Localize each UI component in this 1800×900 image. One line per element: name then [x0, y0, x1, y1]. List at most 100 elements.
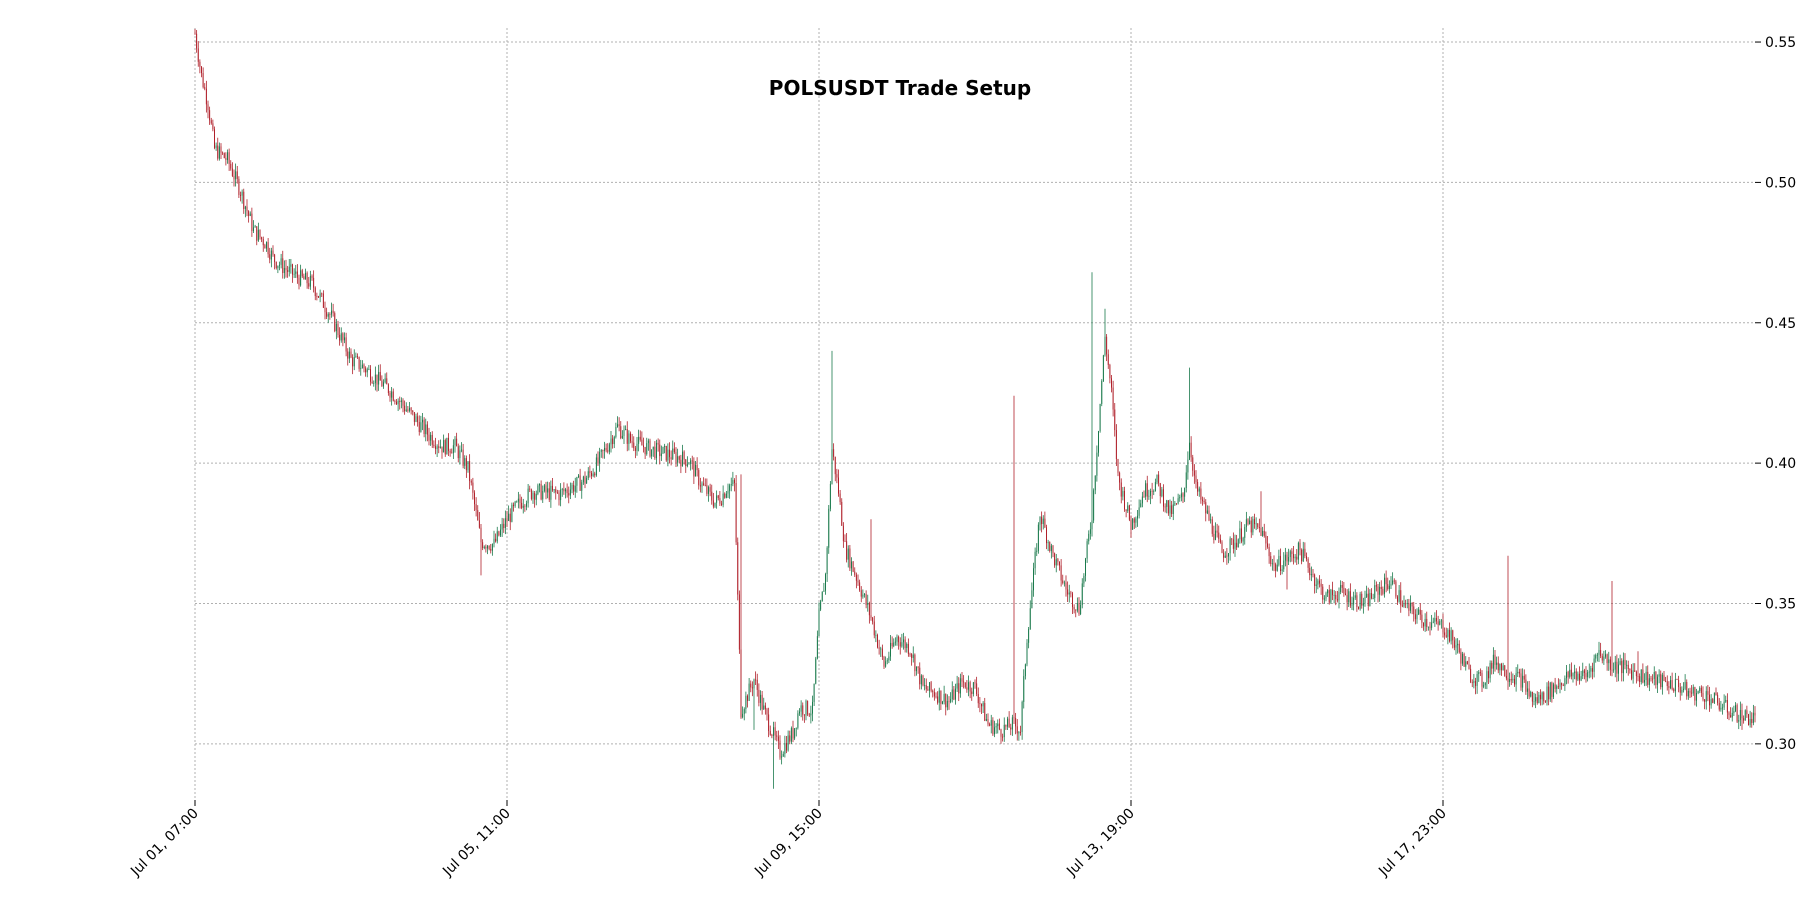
candle-body: [1696, 693, 1697, 701]
candle-body: [1686, 682, 1688, 697]
candle-body: [857, 580, 859, 583]
candle-body: [1574, 671, 1576, 674]
candle-body: [1127, 505, 1129, 511]
candle-body: [207, 104, 209, 111]
candle-body: [384, 378, 386, 383]
candle-body: [1582, 670, 1584, 677]
candle-body: [1674, 679, 1676, 692]
candle-body: [1580, 676, 1582, 681]
candle-body: [1588, 671, 1590, 673]
candle-body: [1081, 583, 1083, 606]
candle-body: [508, 513, 510, 522]
candle-body: [787, 735, 789, 751]
candle-body: [1619, 661, 1621, 665]
candle-body: [526, 503, 527, 507]
candle-body: [1720, 707, 1722, 710]
candle-body: [1470, 668, 1472, 683]
candle-body: [612, 438, 614, 445]
candle-body: [1107, 354, 1109, 365]
candle-body: [818, 609, 820, 637]
candle-body: [1726, 700, 1728, 713]
candle-body: [1671, 680, 1673, 690]
candle-body: [318, 296, 319, 298]
candle-body: [488, 545, 490, 549]
candle-body: [1115, 430, 1117, 460]
candle-body: [560, 489, 562, 501]
candle-body: [815, 658, 817, 684]
candle-body: [1275, 564, 1277, 571]
candle-body: [1556, 686, 1558, 689]
candle-body: [405, 409, 407, 412]
candle-body: [1752, 712, 1754, 723]
candle-body: [1080, 605, 1082, 615]
candle-body: [305, 272, 306, 280]
candle-body: [777, 736, 779, 741]
candle-body: [1609, 659, 1611, 670]
candle-body: [246, 206, 248, 212]
candle-body: [630, 433, 631, 442]
candle-body: [314, 287, 316, 297]
candle-body: [734, 480, 735, 484]
candle-body: [1587, 672, 1589, 678]
candle-body: [1569, 669, 1571, 678]
candle-body: [1536, 697, 1538, 703]
candle-body: [825, 574, 826, 591]
candle-body: [1148, 495, 1150, 497]
candle-body: [732, 480, 734, 485]
candle-body: [257, 229, 259, 241]
candle-body: [480, 527, 482, 543]
candle-body: [981, 704, 982, 707]
candle-body: [439, 446, 441, 448]
candle-body: [1634, 670, 1636, 672]
candle-body: [1060, 565, 1062, 581]
candle-body: [1670, 680, 1671, 688]
candle-body: [881, 648, 883, 657]
candle-body: [459, 450, 461, 459]
candle-body: [922, 675, 924, 686]
candle-body: [1270, 556, 1272, 564]
candle-body: [378, 371, 380, 385]
candle-body: [391, 391, 393, 398]
candle-body: [461, 449, 462, 451]
candle-body: [270, 250, 272, 260]
candle-body: [1736, 705, 1738, 722]
y-tick-label: 0.55: [1765, 35, 1796, 51]
candle-body: [422, 419, 423, 423]
candle-body: [400, 400, 402, 403]
candle-body: [1102, 355, 1104, 382]
candle-body: [451, 452, 453, 454]
candle-body: [1008, 718, 1010, 728]
x-tick-label: Jul 05, 11:00: [439, 806, 514, 881]
candle-body: [542, 490, 544, 500]
candle-body: [1499, 663, 1501, 671]
candle-body: [1387, 584, 1389, 590]
candle-body: [500, 529, 501, 536]
candle-body: [966, 687, 968, 690]
candle-body: [1241, 528, 1242, 542]
candle-body: [446, 437, 448, 455]
candle-body: [1377, 586, 1379, 595]
candle-body: [498, 531, 500, 536]
candle-body: [428, 434, 430, 441]
candle-body: [1549, 682, 1551, 700]
candle-body: [1741, 709, 1743, 719]
candle-body: [930, 682, 932, 691]
candle-body: [569, 489, 571, 496]
candle-body: [904, 639, 906, 649]
candle-body: [1723, 701, 1725, 708]
candle-body: [1002, 736, 1004, 738]
candle-body: [1327, 590, 1329, 594]
candle-body: [771, 734, 773, 736]
candle-body: [698, 470, 700, 486]
candle-body: [729, 485, 731, 491]
candle-body: [1564, 678, 1566, 686]
candle-body: [896, 636, 898, 642]
candle-body: [1104, 336, 1106, 356]
candle-body: [1122, 491, 1124, 497]
candle-body: [1624, 659, 1626, 666]
candle-body: [1697, 691, 1699, 694]
candle-body: [290, 264, 292, 267]
candle-body: [1577, 673, 1579, 680]
candle-body: [321, 293, 323, 295]
candle-body: [1133, 518, 1135, 523]
